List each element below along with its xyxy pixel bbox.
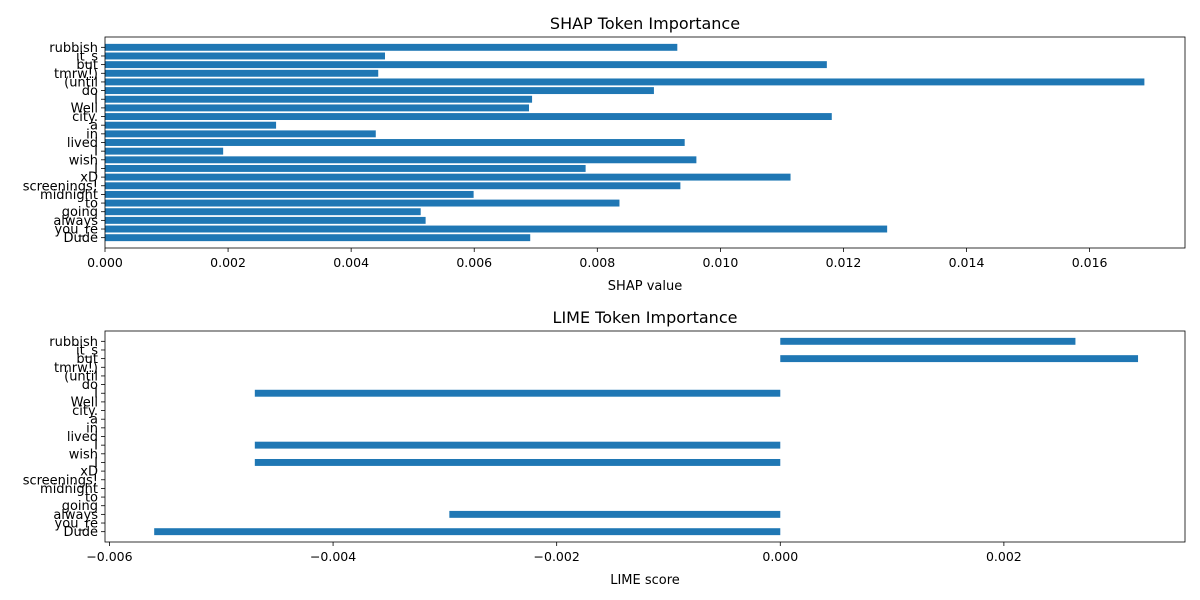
shap-bar [105, 234, 531, 242]
shap-bar [105, 147, 224, 155]
lime-bar [780, 355, 1139, 363]
shap-axes-frame [104, 36, 1186, 249]
shap-bar [105, 225, 888, 233]
shap-xtick-label: 0.006 [456, 255, 492, 270]
shap-xtick-label: 0.004 [333, 255, 369, 270]
lime-bar [780, 337, 1076, 345]
shap-bar [105, 173, 791, 181]
lime-ytick-label: it_s [76, 343, 98, 358]
shap-chart-panel: SHAP Token Importance rubbishit_sbuttmrw!… [23, 14, 1186, 294]
shap-bar [105, 190, 474, 198]
shap-ytick-label: going [62, 205, 98, 220]
shap-xtick-label: 0.002 [210, 255, 246, 270]
lime-ytick-label: Dude [64, 525, 99, 540]
lime-axes-frame [104, 330, 1186, 543]
shap-ytick-label: tmrw!) [54, 67, 98, 82]
shap-xaxis-label: SHAP value [608, 279, 682, 294]
lime-ytick-label: a [90, 413, 98, 428]
shap-ytick-label: but [76, 58, 98, 73]
shap-bar [105, 216, 426, 224]
lime-ytick-label: screenings! [23, 473, 98, 488]
shap-bar [105, 199, 620, 207]
lime-ytick-label: you_re [55, 517, 98, 532]
lime-ytick-label: lived [67, 430, 98, 445]
lime-xtick-label: 0.000 [762, 549, 798, 564]
shap-bar [105, 182, 681, 190]
shap-bar [105, 156, 697, 164]
shap-bar [105, 121, 277, 129]
shap-bar [105, 139, 685, 146]
lime-ytick-label: I [94, 456, 98, 471]
lime-bar [154, 528, 781, 536]
shap-bar [105, 69, 379, 77]
shap-ytick-label: do [82, 84, 98, 99]
shap-xtick-label: 0.012 [826, 255, 862, 270]
shap-bar [105, 104, 529, 112]
shap-bar [105, 78, 1145, 86]
shap-bar [105, 164, 586, 172]
shap-ytick-label: city. [72, 110, 98, 125]
lime-bar [254, 458, 781, 466]
shap-bar [105, 208, 421, 216]
shap-ytick-label: it_s [76, 49, 98, 64]
lime-ytick-label: in [86, 421, 98, 436]
lime-xaxis-label: LIME score [610, 573, 680, 588]
shap-ytick-label: I [94, 162, 98, 177]
lime-ytick-label: midnight [40, 482, 98, 497]
lime-ytick-label: but [76, 352, 98, 367]
shap-ytick-label: I [94, 145, 98, 160]
lime-ytick-label: rubbish [49, 335, 98, 350]
shap-bar [105, 61, 827, 69]
lime-xtick-label: −0.006 [86, 549, 132, 564]
shap-ytick-label: in [86, 127, 98, 142]
shap-ytick-label: midnight [40, 188, 98, 203]
shap-ytick-label: you_re [55, 223, 98, 238]
lime-xtick-label: −0.002 [534, 549, 580, 564]
shap-ytick-label: xD [80, 171, 98, 186]
lime-ytick-label: going [62, 499, 98, 514]
lime-bar [254, 441, 781, 449]
lime-ytick-label: Well [71, 395, 98, 410]
lime-ytick-label: tmrw!) [54, 361, 98, 376]
shap-ytick-label: Well [71, 101, 98, 116]
lime-chart-panel: LIME Token Importance rubbishit_sbuttmrw!… [23, 308, 1186, 588]
lime-ytick-label: to [85, 491, 98, 506]
shap-bar [105, 95, 533, 103]
shap-ytick-label: lived [67, 136, 98, 151]
shap-xtick-label: 0.014 [949, 255, 985, 270]
shap-ytick-label: a [90, 119, 98, 134]
lime-ytick-label: city. [72, 404, 98, 419]
shap-ytick-label: always [53, 214, 98, 229]
lime-ytick-label: wish [69, 447, 98, 462]
shap-chart-title: SHAP Token Importance [550, 14, 740, 33]
shap-bar [105, 43, 678, 51]
lime-ytick-label: always [53, 508, 98, 523]
shap-xtick-label: 0.000 [87, 255, 123, 270]
shap-ytick-label: (until [64, 75, 98, 90]
lime-bar [254, 389, 781, 397]
shap-ytick-label: to [85, 197, 98, 212]
shap-xtick-label: 0.010 [702, 255, 738, 270]
lime-xtick-label: −0.004 [310, 549, 356, 564]
shap-bar [105, 52, 385, 60]
shap-bar [105, 130, 376, 138]
shap-ytick-label: screenings! [23, 179, 98, 194]
shap-ytick-label: I [94, 93, 98, 108]
shap-ytick-label: Dude [64, 231, 99, 246]
shap-bar [105, 87, 654, 95]
shap-ytick-label: wish [69, 153, 98, 168]
shap-xtick-label: 0.016 [1072, 255, 1108, 270]
lime-ytick-label: I [94, 439, 98, 454]
lime-bar [449, 510, 781, 518]
lime-xtick-label: 0.002 [986, 549, 1022, 564]
lime-ytick-label: I [94, 387, 98, 402]
lime-ytick-label: xD [80, 465, 98, 480]
lime-chart-title: LIME Token Importance [553, 308, 738, 327]
lime-ytick-label: do [82, 378, 98, 393]
lime-ytick-label: (until [64, 369, 98, 384]
shap-xtick-label: 0.008 [579, 255, 615, 270]
shap-bar [105, 113, 832, 121]
shap-ytick-label: rubbish [49, 41, 98, 56]
